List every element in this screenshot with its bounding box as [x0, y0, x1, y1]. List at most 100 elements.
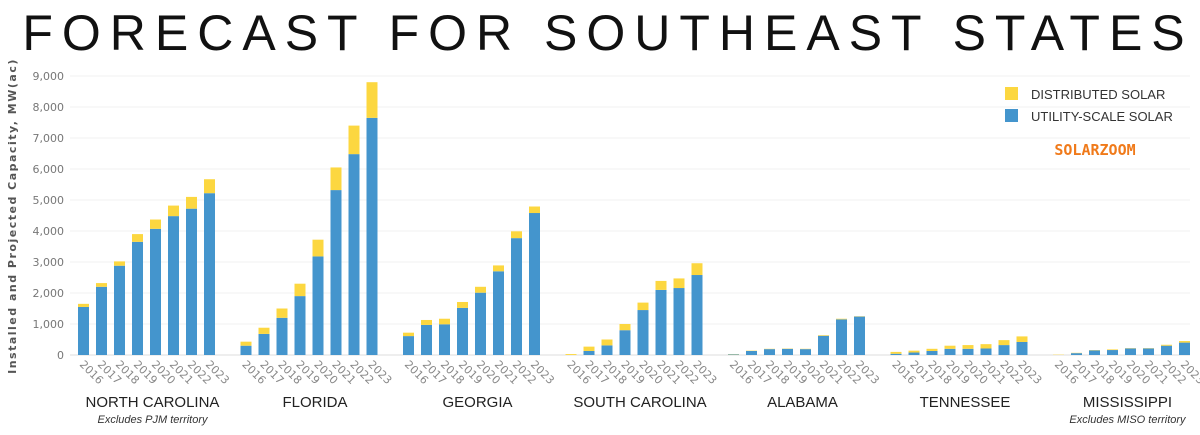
bar-utility-scale: [348, 154, 360, 355]
bar-distributed: [475, 286, 486, 293]
bar-utility-scale: [1016, 341, 1028, 355]
bar-distributed: [962, 345, 974, 349]
bar-utility-scale: [294, 296, 306, 355]
bar-distributed: [348, 125, 360, 155]
y-tick-label: 5,000: [33, 194, 65, 207]
y-axis-label: Installed and Projected Capacity, MW(ac): [6, 58, 19, 374]
legend-label-distributed: DISTRIBUTED SOLAR: [1031, 87, 1165, 102]
bar-utility-scale: [836, 319, 847, 355]
y-tick-label: 7,000: [33, 132, 65, 145]
bar-distributed: [78, 303, 89, 307]
bar-utility-scale: [258, 333, 270, 355]
y-axis-ticks: 0 1,000 2,000 3,000 4,000 5,000 6,000 7,000 8,00…: [33, 70, 65, 362]
bar-distributed: [96, 283, 107, 287]
gridlines: [70, 75, 1190, 356]
bar-utility-scale: [619, 330, 631, 355]
bar-distributed: [258, 327, 270, 334]
y-tick-label: 2,000: [33, 287, 65, 300]
bar-distributed: [240, 341, 252, 346]
bar-distributed: [926, 348, 938, 351]
bar-utility-scale: [673, 288, 685, 355]
legend: DISTRIBUTED SOLAR UTILITY-SCALE SOLAR: [1005, 87, 1173, 124]
chart-title: FORECAST FOR SOUTHEAST STATES: [22, 5, 1193, 61]
y-tick-label: 1,000: [33, 318, 65, 331]
bar-distributed: [655, 280, 667, 290]
bar-utility-scale: [1107, 350, 1118, 355]
bar-distributed: [186, 196, 197, 209]
bars: [78, 82, 1190, 355]
bar-distributed: [601, 339, 613, 346]
bar-distributed: [132, 234, 143, 242]
bar-utility-scale: [800, 349, 811, 355]
bar-utility-scale: [403, 336, 414, 355]
legend-label-utility: UTILITY-SCALE SOLAR: [1031, 109, 1173, 124]
bar-distributed: [890, 351, 902, 354]
bar-utility-scale: [980, 348, 992, 355]
bar-distributed: [114, 261, 125, 266]
bar-utility-scale: [276, 317, 288, 355]
bar-distributed: [583, 346, 595, 351]
bar-distributed: [565, 354, 577, 355]
bar-distributed: [944, 345, 956, 349]
bar-utility-scale: [1125, 348, 1136, 355]
bar-utility-scale: [655, 289, 667, 355]
bar-distributed: [403, 332, 414, 337]
state-label: FLORIDA: [282, 394, 347, 411]
y-tick-label: 9,000: [33, 70, 65, 83]
bar-utility-scale: [962, 348, 974, 355]
bar-distributed: [294, 283, 306, 297]
bar-utility-scale: [998, 345, 1010, 355]
bar-distributed: [1016, 336, 1028, 342]
bar-utility-scale: [601, 345, 613, 355]
bar-distributed: [529, 206, 540, 214]
bar-distributed: [836, 318, 847, 320]
state-note: Excludes MISO territory: [1069, 414, 1187, 426]
bar-utility-scale: [583, 350, 595, 355]
bar-distributed: [168, 205, 179, 217]
bar-utility-scale: [1089, 350, 1100, 355]
bar-utility-scale: [1143, 348, 1154, 355]
state-label: SOUTH CAROLINA: [573, 394, 706, 411]
bar-distributed: [980, 344, 992, 349]
bar-distributed: [366, 82, 378, 118]
bar-utility-scale: [493, 271, 504, 355]
bar-utility-scale: [764, 349, 775, 355]
bar-utility-scale: [439, 324, 450, 355]
bar-distributed: [439, 318, 450, 325]
y-tick-label: 8,000: [33, 101, 65, 114]
bar-distributed: [998, 340, 1010, 346]
bar-utility-scale: [186, 208, 197, 355]
state-label: GEORGIA: [442, 394, 512, 411]
bar-utility-scale: [728, 354, 739, 355]
bar-utility-scale: [944, 348, 956, 355]
bar-distributed: [908, 350, 920, 353]
bar-utility-scale: [204, 193, 215, 355]
state-label: ALABAMA: [767, 394, 838, 411]
bar-distributed: [493, 265, 504, 272]
bar-distributed: [330, 167, 342, 191]
bar-utility-scale: [312, 256, 324, 355]
bar-utility-scale: [366, 117, 378, 355]
bar-utility-scale: [908, 352, 920, 355]
bar-distributed: [673, 278, 685, 289]
bar-utility-scale: [529, 213, 540, 355]
bar-utility-scale: [746, 350, 757, 355]
bar-distributed: [637, 302, 649, 311]
legend-swatch-utility: [1005, 109, 1018, 122]
bar-utility-scale: [818, 335, 829, 355]
bar-utility-scale: [1179, 342, 1190, 355]
bar-distributed: [276, 308, 288, 318]
bar-distributed: [312, 239, 324, 257]
bar-utility-scale: [96, 286, 107, 355]
state-label: TENNESSEE: [920, 394, 1011, 411]
bar-utility-scale: [150, 228, 161, 355]
watermark-logo: SOLARZOOM: [1054, 141, 1135, 159]
bar-distributed: [1107, 349, 1118, 351]
bar-utility-scale: [1071, 353, 1082, 355]
state-note: Excludes PJM territory: [97, 414, 209, 426]
bar-utility-scale: [637, 310, 649, 355]
bar-distributed: [421, 319, 432, 325]
bar-utility-scale: [421, 324, 432, 355]
y-tick-label: 3,000: [33, 256, 65, 269]
